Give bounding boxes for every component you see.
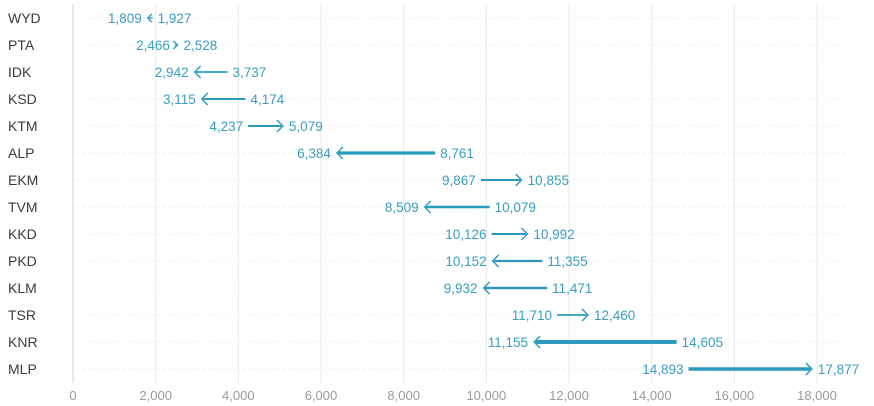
label-to: 12,460	[594, 308, 635, 323]
category-label: ALP	[8, 145, 34, 161]
label-from: 2,466	[136, 38, 170, 53]
x-tick-label: 18,000	[797, 388, 837, 403]
label-from: 10,126	[445, 227, 486, 242]
arrow-head	[146, 13, 153, 23]
x-tick-label: 8,000	[387, 388, 420, 403]
category-label: WYD	[8, 10, 41, 26]
label-to: 5,079	[289, 119, 323, 134]
label-to: 9,932	[444, 281, 478, 296]
label-from: 14,605	[682, 335, 723, 350]
label-to: 11,155	[488, 335, 528, 350]
label-to: 2,528	[183, 38, 217, 53]
arrow-head	[491, 254, 500, 268]
label-to: 3,115	[163, 92, 196, 107]
category-label: IDK	[8, 64, 32, 80]
label-from: 10,079	[495, 200, 536, 215]
label-to: 1,809	[108, 11, 142, 26]
category-label: KLM	[8, 280, 37, 296]
label-to: 2,942	[155, 65, 189, 80]
label-from: 1,927	[158, 11, 192, 26]
x-tick-label: 0	[69, 388, 76, 403]
arrow-head	[335, 146, 344, 160]
category-label: TVM	[8, 199, 38, 215]
arrow-head	[520, 227, 529, 241]
category-label: KNR	[8, 334, 38, 350]
x-tick-labels: 0 2,000 4,000 6,000 8,000 10,000 12,000 14,000 1…	[69, 388, 837, 403]
x-tick-label: 16,000	[714, 388, 754, 403]
arrow-head	[200, 92, 209, 106]
arrow-head	[482, 281, 491, 295]
arrow-head	[805, 362, 813, 376]
x-tick-label: 14,000	[632, 388, 672, 403]
arrow-head	[533, 335, 541, 349]
arrow-head	[515, 173, 523, 187]
label-to: 6,384	[297, 146, 331, 161]
label-from: 14,893	[642, 362, 683, 377]
x-tick-label: 10,000	[466, 388, 506, 403]
category-label: MLP	[8, 361, 37, 377]
grid	[72, 4, 847, 383]
label-to: 8,509	[385, 200, 419, 215]
label-to: 10,992	[533, 227, 574, 242]
x-tick-label: 4,000	[222, 388, 255, 403]
label-from: 4,237	[209, 119, 243, 134]
label-to: 10,152	[445, 254, 486, 269]
x-tick-label: 6,000	[305, 388, 338, 403]
arrow-head	[193, 65, 202, 79]
arrow-head	[172, 40, 179, 50]
x-tick-label: 12,000	[549, 388, 589, 403]
label-from: 9,867	[442, 173, 476, 188]
label-from: 11,471	[552, 281, 592, 296]
label-from: 3,737	[232, 65, 266, 80]
arrow-head	[423, 200, 432, 214]
label-from: 8,761	[440, 146, 474, 161]
arrow-head	[276, 119, 284, 133]
label-from: 4,174	[251, 92, 285, 107]
arrow-marks: 1,927 1,809 2,466 2,528 3,737 2,942 4,174 3,115…	[108, 11, 859, 377]
arrow-head	[581, 308, 590, 322]
category-label: KTM	[8, 118, 38, 134]
label-to: 17,877	[818, 362, 859, 377]
label-from: 11,710	[512, 308, 552, 323]
category-label: PKD	[8, 253, 37, 269]
x-tick-label: 2,000	[139, 388, 172, 403]
category-label: EKM	[8, 172, 38, 188]
label-to: 10,855	[528, 173, 569, 188]
category-labels: WYD PTA IDK KSD KTM ALP EKM TVM KKD PKD KLM TSR KNR M…	[8, 10, 41, 377]
category-label: KKD	[8, 226, 37, 242]
label-from: 11,355	[547, 254, 587, 269]
category-label: PTA	[8, 37, 35, 53]
category-label: TSR	[8, 307, 36, 323]
category-label: KSD	[8, 91, 37, 107]
